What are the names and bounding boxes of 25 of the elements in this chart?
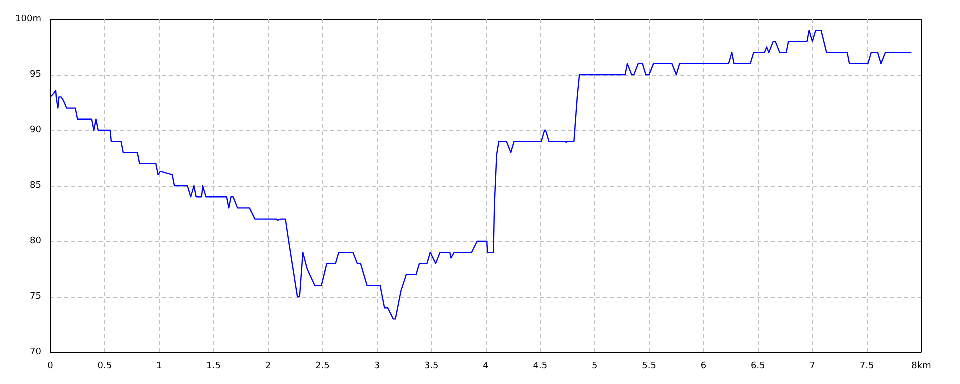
x-tick-label: 6.5 <box>751 362 766 372</box>
x-tick-label: 5 <box>592 362 598 372</box>
y-tick-label: 85 <box>30 181 42 191</box>
x-tick-label: 7.5 <box>860 362 874 372</box>
line-series <box>50 30 912 320</box>
y-tick-label: 95 <box>30 70 42 80</box>
y-tick-label: 80 <box>30 236 42 246</box>
x-tick-label: 0 <box>48 362 54 372</box>
x-tick-label: 0.5 <box>98 362 112 372</box>
y-tick-label: 100m <box>16 14 42 24</box>
x-tick-label: 3.5 <box>424 362 439 372</box>
y-tick-label: 75 <box>30 292 42 302</box>
x-tick-label: 4.5 <box>533 362 548 372</box>
x-tick-label: 2 <box>265 362 272 372</box>
x-tick-label: 5.5 <box>642 362 656 372</box>
x-tick-label: 8km <box>912 362 932 372</box>
y-tick-label: 90 <box>30 126 42 136</box>
x-tick-label: 1.5 <box>206 362 221 372</box>
x-tick-label: 7 <box>810 362 816 372</box>
x-tick-label: 3 <box>374 362 380 372</box>
y-tick-label: 70 <box>30 348 42 358</box>
x-tick-label: 2.5 <box>316 362 330 372</box>
x-tick-label: 4 <box>483 362 490 372</box>
x-tick-label: 1 <box>156 362 162 372</box>
x-tick-label: 6 <box>700 362 707 372</box>
